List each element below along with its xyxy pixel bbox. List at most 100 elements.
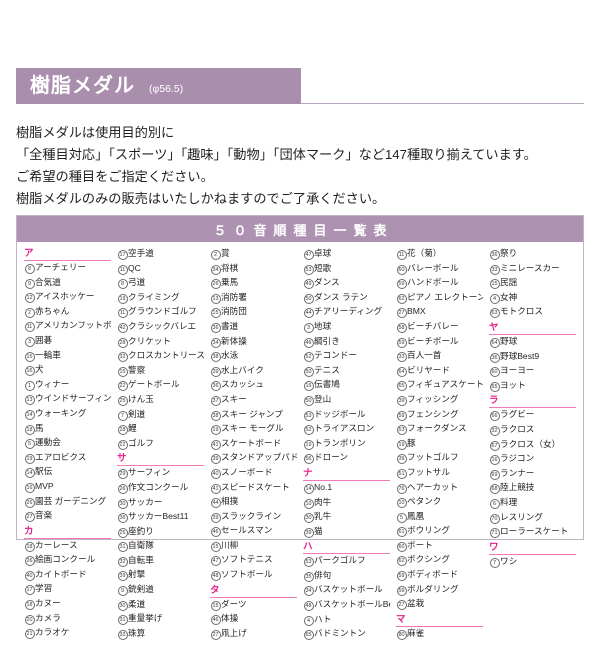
list-item[interactable]: 39 水上バイク (210, 365, 297, 380)
list-item[interactable]: 36 野球Best9 (489, 351, 576, 366)
list-item[interactable]: 6 料理 (489, 497, 576, 512)
list-item[interactable]: 40 スノーボード (210, 467, 297, 482)
list-item[interactable]: 48バスケットボールBest5 (303, 599, 390, 614)
list-item[interactable]: 33 百人一首 (396, 350, 483, 365)
list-item[interactable]: 36 サッカーBest11 (117, 511, 204, 526)
list-item[interactable]: 4 ハト (303, 614, 390, 629)
list-item[interactable]: 53 短歌 (303, 263, 390, 278)
list-item[interactable]: 32 自転車 (117, 555, 204, 570)
list-item[interactable]: 32クロスカントリースキー (117, 350, 204, 365)
list-item[interactable]: 15 警察 (117, 365, 204, 380)
list-item[interactable]: 47 ソフトテニス (210, 554, 297, 569)
list-item[interactable]: 37 スキー (210, 394, 297, 409)
list-item[interactable]: 47 卓球 (303, 248, 390, 263)
list-item[interactable]: 14 ウォーキング (24, 408, 111, 423)
list-item[interactable]: 33 珠算 (117, 628, 204, 643)
list-item[interactable]: 30 乳牛 (303, 511, 390, 526)
list-item[interactable]: 8 アーチェリー (24, 262, 111, 277)
list-item[interactable]: 30 サッカー (117, 497, 204, 512)
list-item[interactable]: 16 ラジコン (489, 453, 576, 468)
list-item[interactable]: 59 ボルダリング (396, 584, 483, 599)
list-item[interactable]: 10 ペタンク (396, 496, 483, 511)
list-item[interactable]: 53 ドッジボール (303, 409, 390, 424)
list-item[interactable]: 7 剣道 (117, 409, 204, 424)
list-item[interactable]: 64 ビリヤード (396, 365, 483, 380)
list-item[interactable]: 28 鯉 (117, 423, 204, 438)
list-item[interactable]: 50 登山 (303, 394, 390, 409)
list-item[interactable]: 7 ワシ (489, 556, 576, 571)
list-item[interactable]: 19 エアロビクス (24, 452, 111, 467)
list-item[interactable]: 67 ラクロス（女） (489, 439, 576, 454)
list-item[interactable]: 41 スケートボード (210, 438, 297, 453)
list-item[interactable]: 27 盆栽 (396, 598, 483, 613)
list-item[interactable]: 9 合気道 (24, 277, 111, 292)
list-item[interactable]: 46 セールスマン (210, 525, 297, 540)
list-item[interactable]: 18 カーレース (24, 540, 111, 555)
list-item[interactable]: 8 弓道 (117, 277, 204, 292)
list-item[interactable]: 3 囲碁 (24, 335, 111, 350)
list-item[interactable]: 34 将棋 (210, 263, 297, 278)
list-item[interactable]: 69 ランナー (489, 468, 576, 483)
list-item[interactable]: 65 バドミントン (303, 628, 390, 643)
list-item[interactable]: 3 地球 (303, 321, 390, 336)
list-item[interactable]: 14 駅伝 (24, 466, 111, 481)
list-item[interactable]: 51 フットサル (396, 467, 483, 482)
list-item[interactable]: 15 民謡 (489, 277, 576, 292)
list-item[interactable]: 18 カヌー (24, 598, 111, 613)
list-item[interactable]: 59 ビーチボール (396, 336, 483, 351)
list-item[interactable]: 11 QC (117, 263, 204, 278)
list-item[interactable]: 15 川柳 (210, 540, 297, 555)
list-item[interactable]: 46 体操 (210, 613, 297, 628)
list-item[interactable]: 42 クラシックバレエ (117, 321, 204, 336)
list-item[interactable]: 19 豚 (396, 438, 483, 453)
list-item[interactable]: 36 スカッシュ (210, 379, 297, 394)
list-item[interactable]: 17 学習 (24, 583, 111, 598)
list-item[interactable]: 65 ヨット (489, 380, 576, 395)
list-item[interactable]: 63 モトクロス (489, 306, 576, 321)
list-item[interactable]: 16 犬 (24, 364, 111, 379)
list-item[interactable]: 59 ボディボード (396, 569, 483, 584)
list-item[interactable]: 36 祭り (489, 248, 576, 263)
list-item[interactable]: 60 ヨーヨー (489, 365, 576, 380)
list-item[interactable]: 49 ダンス (303, 277, 390, 292)
list-item[interactable]: 30 柔道 (117, 599, 204, 614)
list-item[interactable]: 61 ボウリング (396, 525, 483, 540)
list-item[interactable]: 26 絵画コンクール (24, 554, 111, 569)
list-item[interactable]: 10 肉牛 (303, 497, 390, 512)
list-item[interactable]: 26 作文コンクール (117, 482, 204, 497)
list-item[interactable]: 21 カラオケ (24, 627, 111, 642)
list-item[interactable]: 41 スピードスケート (210, 482, 297, 497)
list-item[interactable]: 53 パークゴルフ (303, 555, 390, 570)
list-item[interactable]: 62 ボクシング (396, 554, 483, 569)
list-item[interactable]: 70 レスリング (489, 512, 576, 527)
list-item[interactable]: 39 フィッシング (396, 394, 483, 409)
list-item[interactable]: 38 水泳 (210, 350, 297, 365)
list-item[interactable]: 34 新体操 (210, 336, 297, 351)
list-item[interactable]: 11 グラウンドゴルフ (117, 306, 204, 321)
list-item[interactable]: 33 ミニレースカー (489, 263, 576, 278)
list-item[interactable]: 18 馬 (24, 423, 111, 438)
list-item[interactable]: 22 ゴルフ (117, 438, 204, 453)
list-item[interactable]: 39 スラックライン (210, 511, 297, 526)
list-item[interactable]: 50 ダンス ラテン (303, 292, 390, 307)
list-item[interactable]: 50 テニス (303, 365, 390, 380)
list-item[interactable]: 15 ダーツ (210, 599, 297, 614)
list-item[interactable]: 27 凧上げ (210, 628, 297, 643)
list-item[interactable]: 16 MVP (24, 481, 111, 496)
list-item[interactable]: 46 綱引き (303, 336, 390, 351)
list-item[interactable]: 26 園芸 ガーデニング (24, 496, 111, 511)
list-item[interactable]: 31 重量挙げ (117, 613, 204, 628)
list-item[interactable]: 76 ヘアーカット (396, 482, 483, 497)
list-item[interactable]: 14 No.1 (303, 482, 390, 497)
list-item[interactable]: 59 フェンシング (396, 409, 483, 424)
list-item[interactable]: 19 トランポリン (303, 438, 390, 453)
list-item[interactable]: 39 フットゴルフ (396, 452, 483, 467)
list-item[interactable]: 34 バスケットボール (303, 584, 390, 599)
list-item[interactable]: 62 ピアノ エレクトーン (396, 292, 483, 307)
list-item[interactable]: 27 音楽 (24, 510, 111, 525)
list-item[interactable]: 44 相撲 (210, 496, 297, 511)
list-item[interactable]: 19 クライミング (117, 292, 204, 307)
list-item[interactable]: 17 空手道 (117, 248, 204, 263)
list-item[interactable]: 26 乗馬 (210, 277, 297, 292)
